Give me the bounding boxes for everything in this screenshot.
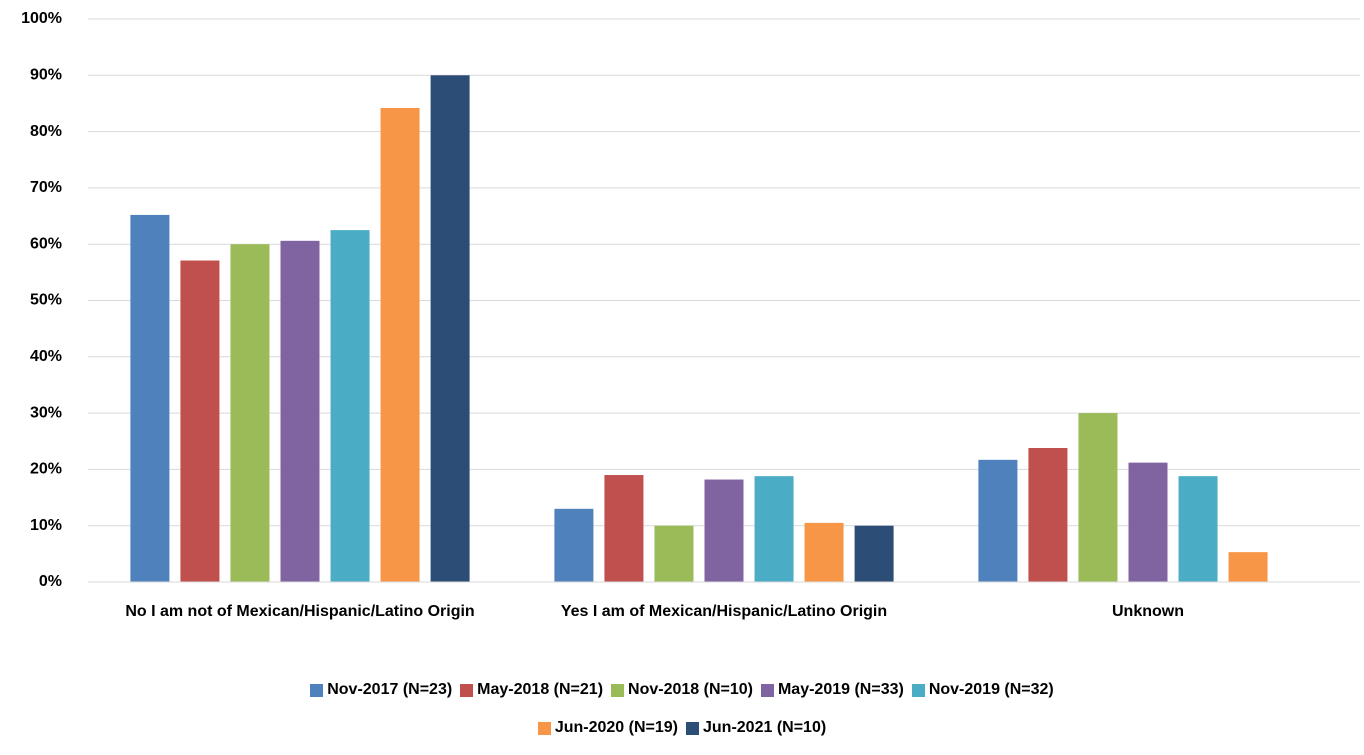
bar [654, 525, 694, 582]
legend-item: Jun-2020 (N=19) [537, 718, 678, 738]
bar [130, 214, 170, 582]
y-tick-label: 40% [30, 348, 62, 365]
x-tick-label: Yes I am of Mexican/Hispanic/Latino Orig… [560, 603, 888, 620]
x-tick-label: Unknown [1112, 603, 1184, 620]
y-tick-label: 70% [30, 179, 62, 196]
legend-item: Nov-2017 (N=23) [310, 680, 452, 700]
legend-item: May-2019 (N=33) [760, 680, 904, 700]
y-tick-label: 100% [21, 10, 62, 27]
legend-swatch [310, 683, 324, 697]
legend-label: Nov-2017 (N=23) [327, 681, 453, 698]
legend-swatch [537, 721, 551, 735]
legend-swatch [760, 683, 774, 697]
bar [804, 522, 844, 582]
y-tick-label: 20% [30, 461, 62, 478]
bar [330, 230, 370, 582]
bar [230, 244, 270, 582]
x-tick-label: No I am not of Mexican/Hispanic/Latino O… [125, 603, 475, 620]
legend-label: Jun-2020 (N=19) [554, 719, 678, 736]
legend-swatch [911, 683, 925, 697]
legend-item: May-2018 (N=21) [460, 680, 603, 700]
legend-label: May-2018 (N=21) [477, 681, 604, 698]
y-tick-label: 80% [30, 123, 62, 140]
y-tick-label: 50% [30, 292, 62, 309]
bar [1078, 413, 1118, 582]
legend-label: May-2019 (N=33) [777, 681, 904, 698]
bar [280, 240, 320, 582]
y-tick-label: 30% [30, 404, 62, 421]
bar [554, 508, 594, 582]
bar [854, 525, 894, 582]
legend-item: Nov-2018 (N=10) [611, 680, 753, 700]
bar [978, 459, 1018, 582]
legend-label: Jun-2021 (N=10) [703, 719, 827, 736]
legend-swatch [611, 683, 625, 697]
legend-swatch [460, 683, 474, 697]
legend-item: Jun-2021 (N=10) [686, 718, 826, 738]
y-tick-label: 90% [30, 67, 62, 84]
bar [380, 107, 420, 582]
bar [1128, 462, 1168, 582]
y-tick-label: 60% [30, 235, 62, 252]
bar [754, 476, 794, 582]
bar [1228, 552, 1268, 582]
bar [704, 479, 744, 582]
bar [430, 75, 470, 583]
legend: Nov-2017 (N=23) May-2018 (N=21) Nov-2018 (… [282, 680, 1082, 738]
bar [1178, 476, 1218, 582]
bar [180, 260, 220, 582]
legend-item: Nov-2019 (N=32) [911, 680, 1054, 700]
y-tick-label: 10% [30, 517, 62, 534]
legend-swatch [686, 721, 699, 735]
legend-label: Nov-2018 (N=10) [628, 681, 753, 698]
bar [1028, 448, 1068, 582]
y-tick-label: 0% [39, 573, 62, 590]
legend-label: Nov-2019 (N=32) [928, 681, 1054, 698]
bar [604, 475, 644, 582]
